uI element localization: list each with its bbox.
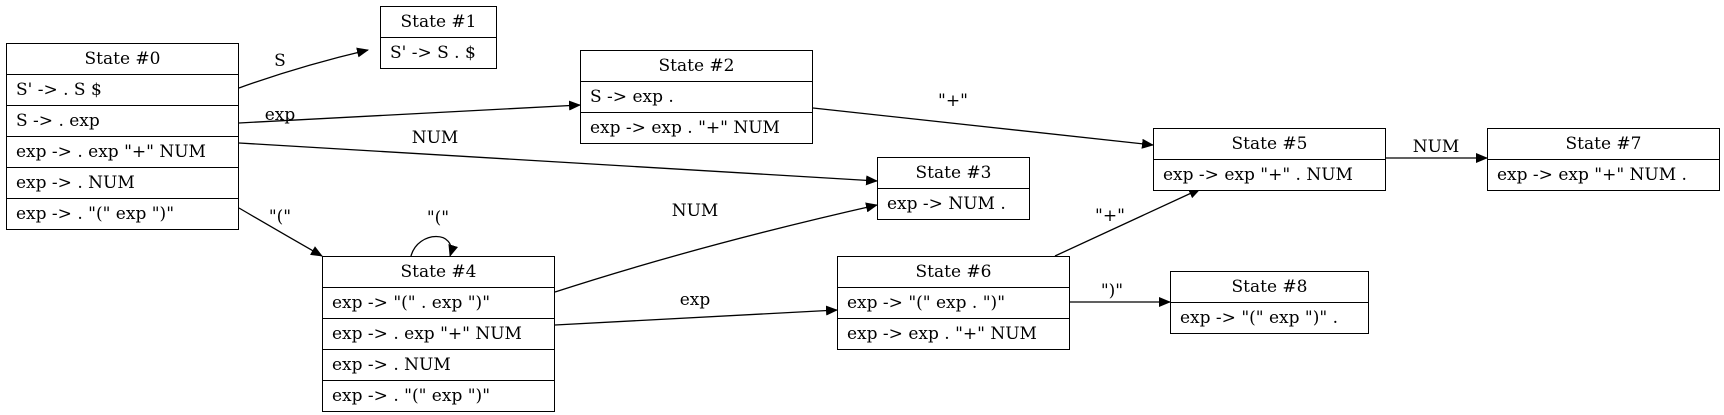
state-title: State #5 [1231, 134, 1308, 154]
state-item: exp -> "(" exp ")" . [1171, 302, 1368, 333]
state-6-node: State #6 exp -> "(" exp . ")" exp -> exp .… [837, 256, 1070, 350]
state-item: exp -> . NUM [323, 349, 554, 380]
edge-s0-s2 [238, 100, 581, 124]
state-item: exp -> . "(" exp ")" [323, 380, 554, 411]
state-item: S' -> S . $ [381, 37, 496, 68]
state-2-node: State #2 S -> exp . exp -> exp . "+" NUM [580, 50, 813, 144]
state-title: State #0 [84, 49, 161, 69]
state-item: exp -> . "(" exp ")" [7, 198, 238, 229]
edge-label: "(" [269, 207, 291, 227]
state-title: State #7 [1565, 134, 1642, 154]
state-item: exp -> NUM . [878, 188, 1029, 219]
state-title: State #6 [915, 262, 992, 282]
state-3-node: State #3 exp -> NUM . [877, 157, 1030, 220]
state-item: S -> . exp [7, 105, 238, 136]
edge-s0-s4 [238, 207, 323, 257]
edge-s4-s4 [410, 235, 459, 257]
state-item: exp -> exp . "+" NUM [838, 318, 1069, 349]
state-1-node: State #1 S' -> S . $ [380, 6, 497, 69]
state-item: exp -> "(" exp . ")" [838, 287, 1069, 318]
edge-s4-s6 [554, 305, 838, 326]
edge-label: NUM [412, 128, 459, 148]
edge-label: "+" [1095, 206, 1125, 226]
edge-label: "+" [938, 91, 968, 111]
edge-s2-s5 [812, 107, 1154, 149]
state-title: State #8 [1231, 277, 1308, 297]
state-item: S' -> . S $ [7, 74, 238, 105]
state-item: exp -> exp "+" NUM . [1488, 159, 1719, 190]
state-item: exp -> exp "+" . NUM [1154, 159, 1385, 190]
state-5-node: State #5 exp -> exp "+" . NUM [1153, 128, 1386, 191]
edge-label: S [274, 51, 286, 71]
state-8-node: State #8 exp -> "(" exp ")" . [1170, 271, 1369, 334]
state-7-node: State #7 exp -> exp "+" NUM . [1487, 128, 1720, 191]
edge-label: ")" [1101, 281, 1123, 301]
state-item: S -> exp . [581, 81, 812, 112]
edge-label: NUM [672, 201, 719, 221]
edge-label: exp [680, 290, 711, 310]
state-title: State #4 [400, 262, 477, 282]
state-item: exp -> . NUM [7, 167, 238, 198]
edge-label: exp [265, 105, 296, 125]
state-title: State #3 [915, 163, 992, 183]
state-0-node: State #0 S' -> . S $ S -> . exp exp -> . ex… [6, 43, 239, 230]
state-title: State #1 [400, 12, 477, 32]
state-title: State #2 [658, 56, 735, 76]
edge-s6-s5 [1054, 188, 1201, 257]
edge-s0-s3 [238, 142, 878, 186]
edge-s4-s3 [554, 202, 878, 293]
state-item: exp -> exp . "+" NUM [581, 112, 812, 143]
state-4-node: State #4 exp -> "(" . exp ")" exp -> . exp… [322, 256, 555, 412]
edge-s0-s1 [238, 47, 369, 89]
edge-label: NUM [1413, 137, 1460, 157]
edge-label: "(" [427, 208, 449, 228]
state-item: exp -> . exp "+" NUM [323, 318, 554, 349]
state-item: exp -> "(" . exp ")" [323, 287, 554, 318]
state-item: exp -> . exp "+" NUM [7, 136, 238, 167]
